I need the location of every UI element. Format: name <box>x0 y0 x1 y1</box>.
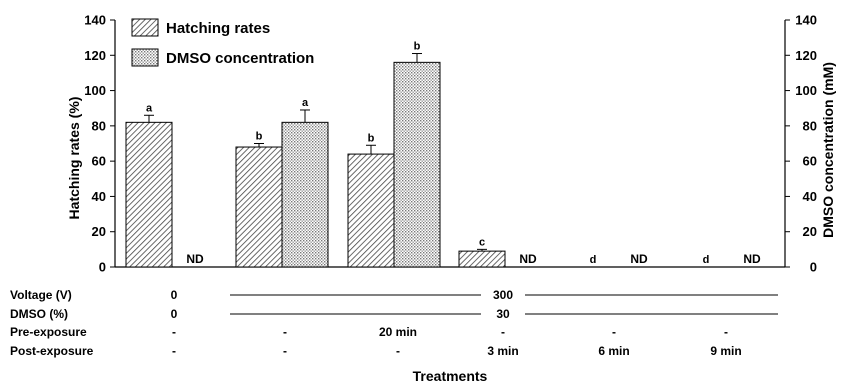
table-cell: - <box>172 325 176 339</box>
y-left-axis-title: Hatching rates (%) <box>66 97 82 220</box>
bar-hatching <box>125 121 173 268</box>
y-right-tick-label: 60 <box>803 154 817 169</box>
table-cell: - <box>172 344 176 358</box>
y-right-tick-label: 40 <box>803 189 817 204</box>
y-right-tick-label: 20 <box>803 224 817 239</box>
bar-hatching <box>458 250 506 268</box>
nd-label: ND <box>519 252 537 266</box>
table-cell: - <box>501 325 505 339</box>
table-cell: 3 min <box>487 344 518 358</box>
bar-hatching <box>347 153 395 268</box>
bar-dmso <box>281 121 329 268</box>
y-left-tick-label: 80 <box>92 118 106 133</box>
y-left-tick-label: 140 <box>84 13 106 28</box>
y-right-tick-label: 120 <box>795 48 817 63</box>
y-left-tick-label: 120 <box>84 48 106 63</box>
legend-swatch-hatching <box>131 18 159 37</box>
table-cell: 9 min <box>710 344 741 358</box>
bar-dmso <box>393 61 441 268</box>
table-cell: - <box>612 325 616 339</box>
y-left-tick-label: 20 <box>92 224 106 239</box>
table-row-label: DMSO (%) <box>10 307 68 321</box>
nd-label: ND <box>630 252 648 266</box>
table-row-label: Post-exposure <box>10 344 94 358</box>
y-right-tick-label: 80 <box>803 118 817 133</box>
table-cell: - <box>283 344 287 358</box>
table-cell: - <box>724 325 728 339</box>
legend-label-hatching: Hatching rates <box>166 20 270 37</box>
significance-letter: c <box>479 236 485 248</box>
x-axis-title: Treatments <box>413 368 488 384</box>
significance-letter: a <box>146 102 153 114</box>
table-row-label: Voltage (V) <box>10 288 72 302</box>
y-right-axis-title: DMSO concentration (mM) <box>820 62 836 238</box>
y-right-tick-label: 100 <box>795 83 817 98</box>
nd-label: ND <box>743 252 761 266</box>
bars <box>125 53 506 268</box>
y-left-tick-label: 60 <box>92 154 106 169</box>
significance-letter: d <box>703 254 710 266</box>
table-cell: 0 <box>171 288 178 302</box>
legend-label-dmso: DMSO concentration <box>166 50 314 67</box>
table-row-label: Pre-exposure <box>10 325 87 339</box>
y-left-tick-label: 0 <box>99 260 106 275</box>
significance-letter: b <box>256 131 263 143</box>
nd-label: ND <box>186 252 204 266</box>
y-left-tick-label: 100 <box>84 83 106 98</box>
significance-letter: d <box>590 254 597 266</box>
table-cell: - <box>396 344 400 358</box>
bar-labels: a ND b a b b c ND d ND d ND <box>146 41 761 266</box>
table-cell-span: 30 <box>496 307 510 321</box>
legend: Hatching rates DMSO concentration <box>131 18 314 67</box>
y-right-tick-label: 140 <box>795 13 817 28</box>
axes: 0 0 20 20 40 40 60 60 80 80 100 100 120 120 140 140 <box>84 13 817 275</box>
bar-hatching <box>235 146 283 268</box>
table-cell: 6 min <box>598 344 629 358</box>
table-cell: 20 min <box>379 325 417 339</box>
significance-letter: b <box>368 132 375 144</box>
treatment-table: Voltage (V) 0 300 DMSO (%) 0 30 Pre-exposure - -… <box>10 288 778 358</box>
table-cell: 0 <box>171 307 178 321</box>
y-right-tick-label: 0 <box>810 260 817 275</box>
y-left-tick-label: 40 <box>92 189 106 204</box>
legend-swatch-dmso <box>131 48 159 67</box>
significance-letter: a <box>302 97 309 109</box>
table-cell: - <box>283 325 287 339</box>
table-cell-span: 300 <box>493 288 513 302</box>
significance-letter: b <box>414 41 421 53</box>
